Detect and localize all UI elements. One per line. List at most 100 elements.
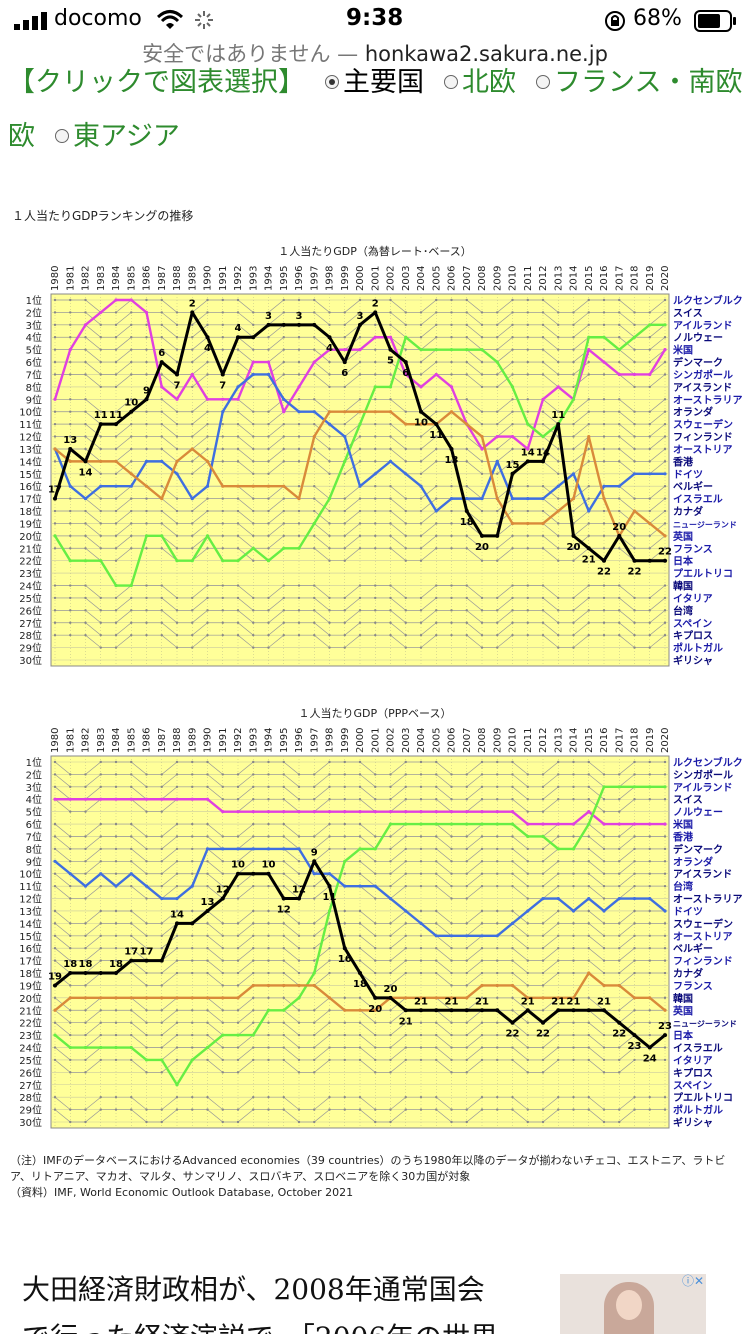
other-country-point	[663, 621, 667, 624]
other-country-point	[648, 460, 651, 463]
option-major-countries[interactable]: 主要国	[343, 67, 424, 98]
other-country-point	[633, 410, 636, 413]
series-point	[373, 385, 377, 389]
other-country-point	[496, 996, 499, 1000]
other-country-point	[496, 947, 499, 950]
other-country-point	[313, 336, 316, 339]
other-country-point	[480, 847, 484, 851]
ad-image[interactable]	[560, 1274, 706, 1334]
series-point	[373, 310, 378, 315]
series-point	[114, 583, 118, 588]
series-point	[358, 884, 362, 888]
series-point	[312, 810, 316, 814]
series-point	[297, 847, 301, 851]
other-country-point	[389, 884, 392, 888]
other-country-point	[389, 633, 392, 637]
other-country-point	[84, 522, 87, 525]
other-country-point	[297, 336, 301, 339]
other-country-point	[221, 621, 224, 624]
series-point	[419, 409, 423, 414]
other-country-point	[511, 959, 514, 962]
other-country-point	[389, 1108, 392, 1111]
japan-data-label: 14	[79, 467, 93, 478]
ad-choices-icon[interactable]: ⓘ✕	[682, 1274, 705, 1288]
other-country-point	[221, 1108, 224, 1111]
other-country-point	[160, 872, 163, 875]
other-country-point	[465, 847, 468, 851]
other-country-point	[130, 621, 133, 624]
other-country-point	[389, 947, 392, 950]
series-point	[205, 459, 210, 463]
option-nordic[interactable]: 北欧	[462, 67, 516, 98]
x-tick-label: 1981	[65, 266, 76, 291]
other-country-point	[175, 410, 179, 413]
series-point	[632, 1033, 637, 1038]
other-country-point	[587, 534, 590, 538]
other-country-point	[145, 847, 148, 851]
other-country-point	[282, 785, 285, 789]
other-country-point	[587, 785, 590, 789]
other-country-point	[69, 897, 72, 900]
radio-major-countries[interactable]	[325, 74, 339, 89]
radio-france-southern-europe[interactable]	[536, 74, 550, 89]
series-point	[358, 810, 362, 814]
series-point	[373, 1008, 377, 1012]
series-point	[465, 348, 469, 352]
series-point	[297, 410, 301, 414]
other-country-point	[130, 847, 133, 851]
other-country-point	[175, 785, 179, 789]
chart-selector: 【クリックで図表選択】 主要国 北欧 フランス・南欧 欧東アジア	[0, 66, 750, 166]
other-country-point	[602, 1046, 606, 1049]
series-point	[68, 559, 72, 563]
legend-entry: 韓国	[673, 992, 693, 1005]
legend-entry: 台湾	[673, 604, 693, 617]
other-country-point	[267, 472, 270, 475]
url-host: honkawa2.sakura.ne.jp	[364, 42, 608, 66]
radio-nordic[interactable]	[444, 74, 458, 89]
japan-data-label: 14	[170, 909, 184, 920]
other-country-point	[53, 633, 57, 637]
radio-east-asia[interactable]	[55, 128, 69, 143]
other-country-point	[587, 596, 590, 600]
other-country-point	[221, 835, 224, 838]
option-east-asia[interactable]: 東アジア	[73, 121, 180, 152]
other-country-point	[633, 959, 636, 962]
option-france-southern-europe[interactable]: フランス・南欧	[554, 67, 743, 98]
other-country-point	[130, 785, 133, 789]
other-country-point	[389, 447, 392, 451]
other-country-point	[602, 633, 606, 637]
legend-entry: ギリシャ	[673, 654, 713, 667]
other-country-point	[557, 1108, 560, 1111]
y-tick-label: 21位	[19, 542, 42, 555]
series-point	[68, 971, 73, 976]
other-country-point	[541, 798, 545, 801]
series-point	[419, 822, 423, 826]
series-point	[205, 1045, 210, 1050]
other-country-point	[358, 909, 362, 913]
x-tick-label: 1982	[81, 728, 92, 753]
other-country-point	[374, 1071, 377, 1074]
other-country-point	[663, 1021, 667, 1024]
other-country-point	[541, 311, 545, 314]
other-country-point	[450, 323, 453, 327]
series-point	[617, 1020, 622, 1025]
other-country-point	[343, 497, 346, 500]
series-point	[175, 397, 179, 401]
other-country-point	[69, 584, 72, 587]
other-country-point	[206, 360, 209, 364]
other-country-point	[572, 360, 575, 364]
other-country-point	[633, 835, 636, 838]
japan-data-label: 12	[292, 885, 306, 896]
y-tick-label: 18位	[19, 505, 42, 518]
option-france-southern-europe-wrap[interactable]: 欧	[8, 121, 35, 152]
other-country-point	[496, 884, 499, 888]
url-bar[interactable]: 安全ではありません — honkawa2.sakura.ne.jp	[0, 38, 750, 72]
other-country-point	[511, 547, 514, 550]
other-country-point	[99, 1108, 102, 1111]
other-country-point	[328, 373, 331, 376]
series-point	[434, 509, 438, 513]
other-country-point	[145, 1021, 148, 1024]
other-country-point	[572, 621, 575, 624]
other-country-point	[557, 1058, 560, 1062]
other-country-point	[191, 534, 194, 538]
